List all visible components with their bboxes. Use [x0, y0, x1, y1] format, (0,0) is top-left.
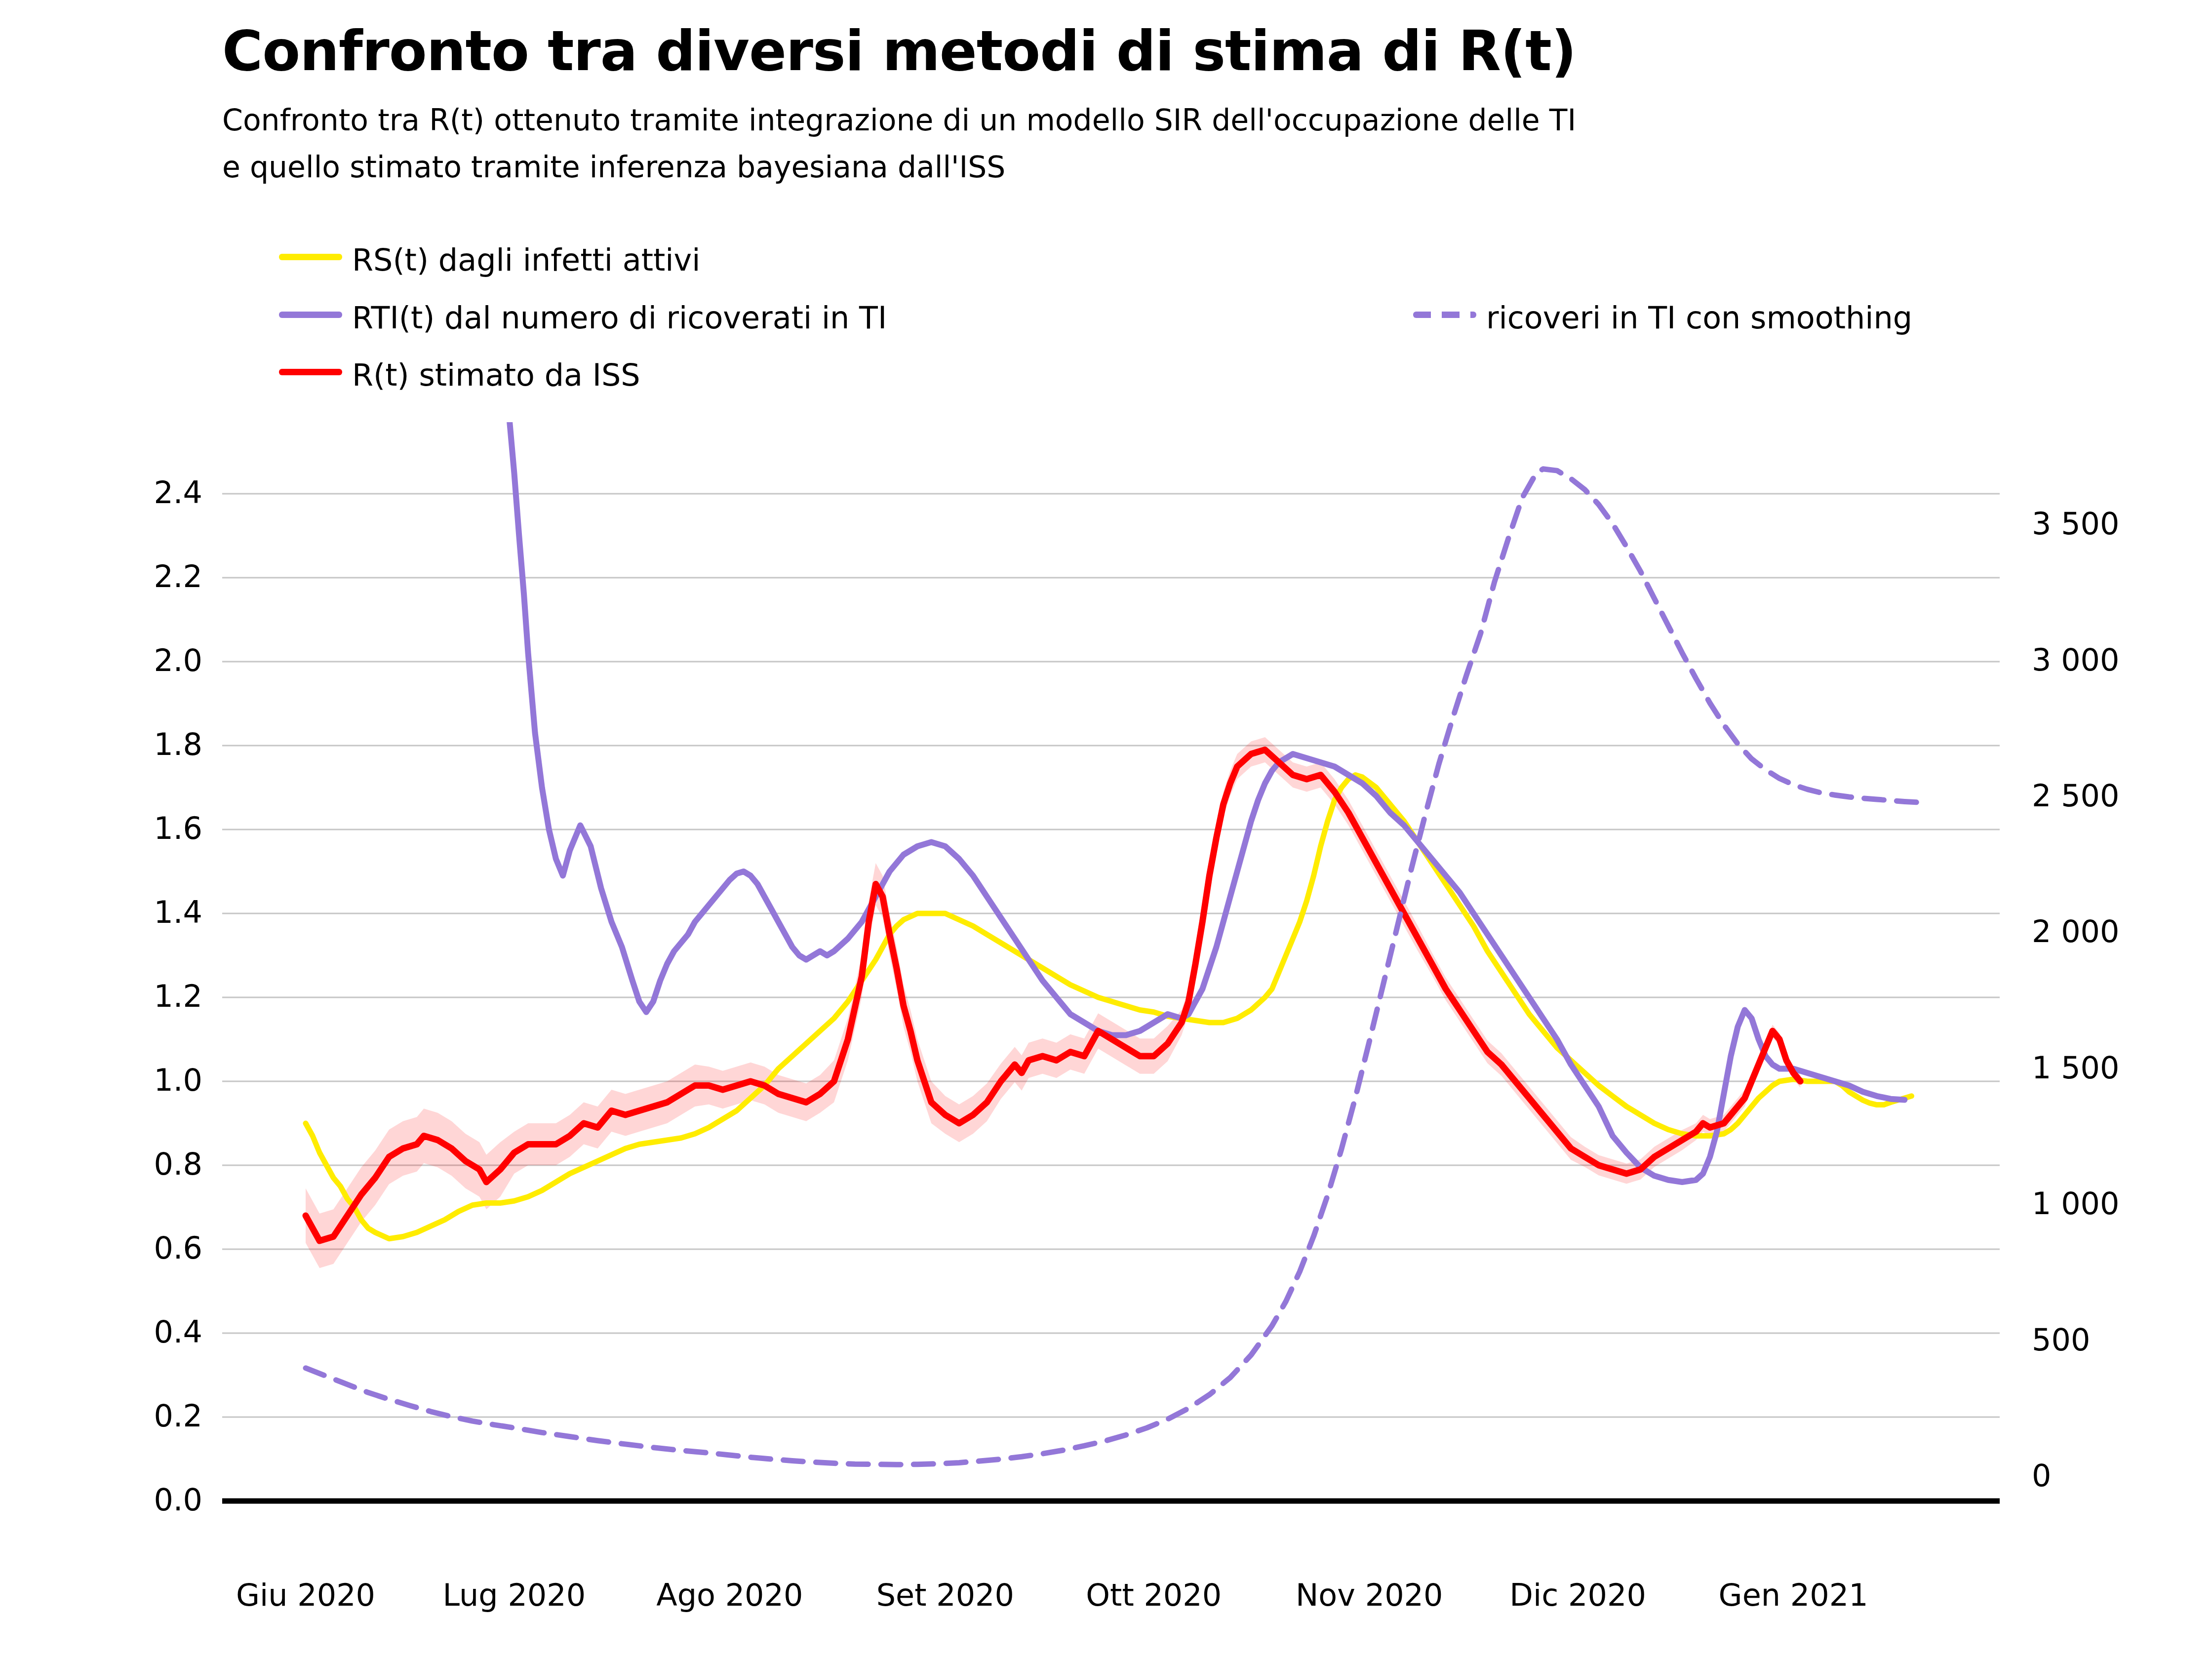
- rs-line-swatch: [279, 254, 342, 260]
- x-tick-Ago-2020: Ago 2020: [641, 1580, 819, 1611]
- y-left-tick-2.0: 2.0: [84, 645, 202, 676]
- x-tick-Set-2020: Set 2020: [856, 1580, 1034, 1611]
- y-right-tick-3000: 3 000: [2032, 645, 2120, 675]
- legend-label-rti: RTI(t) dal numero di ricoverati in TI: [352, 300, 887, 336]
- chart-subtitle: Confronto tra R(t) ottenuto tramite inte…: [222, 97, 1576, 191]
- legend-label-ricoveri: ricoveri in TI con smoothing: [1486, 300, 1912, 336]
- y-right-tick-500: 500: [2032, 1325, 2090, 1355]
- y-left-tick-1.0: 1.0: [84, 1065, 202, 1096]
- x-tick-Gen-2021: Gen 2021: [1704, 1580, 1882, 1611]
- y-right-tick-1500: 1 500: [2032, 1053, 2120, 1083]
- x-tick-Dic-2020: Dic 2020: [1489, 1580, 1667, 1611]
- x-tick-Lug-2020: Lug 2020: [425, 1580, 603, 1611]
- x-tick-Ott-2020: Ott 2020: [1065, 1580, 1243, 1611]
- rt-comparison-chart: [0, 0, 2212, 1659]
- rti-line: [510, 418, 1905, 1182]
- x-tick-Giu-2020: Giu 2020: [217, 1580, 395, 1611]
- y-left-tick-1.4: 1.4: [84, 897, 202, 928]
- series-group: [306, 418, 1919, 1464]
- y-right-tick-1000: 1 000: [2032, 1188, 2120, 1219]
- y-left-tick-0.8: 0.8: [84, 1149, 202, 1180]
- y-right-tick-2500: 2 500: [2032, 781, 2120, 811]
- y-left-tick-2.2: 2.2: [84, 561, 202, 592]
- y-left-tick-0.0: 0.0: [84, 1485, 202, 1515]
- x-tick-Nov-2020: Nov 2020: [1280, 1580, 1458, 1611]
- rs-line: [306, 775, 1912, 1239]
- legend-label-riss: R(t) stimato da ISS: [352, 357, 640, 393]
- y-left-tick-0.2: 0.2: [84, 1401, 202, 1431]
- chart-page: Confronto tra diversi metodi di stima di…: [0, 0, 2212, 1659]
- y-left-tick-1.6: 1.6: [84, 813, 202, 844]
- legend-label-rs: RS(t) dagli infetti attivi: [352, 242, 701, 278]
- ricoveri-dashed-line: [306, 469, 1919, 1465]
- y-left-tick-1.8: 1.8: [84, 729, 202, 760]
- y-left-tick-0.4: 0.4: [84, 1317, 202, 1347]
- riss-confidence-band: [306, 737, 1800, 1268]
- y-left-tick-0.6: 0.6: [84, 1233, 202, 1264]
- y-left-tick-1.2: 1.2: [84, 981, 202, 1012]
- y-right-tick-0: 0: [2032, 1461, 2051, 1491]
- y-right-tick-2000: 2 000: [2032, 916, 2120, 947]
- y-right-tick-3500: 3 500: [2032, 509, 2120, 539]
- riss-line-swatch: [279, 369, 342, 375]
- y-left-tick-2.4: 2.4: [84, 477, 202, 508]
- rti-line-swatch: [279, 312, 342, 318]
- ricoveri-dashed-swatch: [1413, 312, 1476, 318]
- page-title: Confronto tra diversi metodi di stima di…: [222, 19, 1576, 83]
